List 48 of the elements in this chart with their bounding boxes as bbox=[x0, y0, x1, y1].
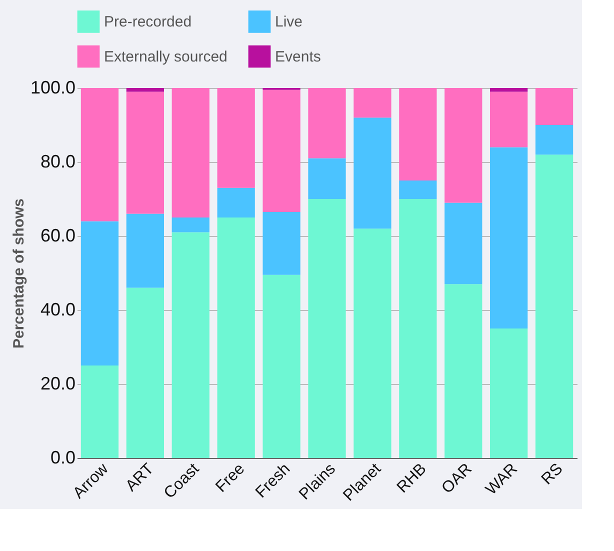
bar bbox=[308, 199, 346, 458]
legend-label: Pre-recorded bbox=[104, 14, 192, 31]
bar bbox=[217, 188, 255, 218]
y-axis-title: Percentage of shows bbox=[10, 198, 28, 349]
y-tick-label: 60.0 bbox=[40, 226, 76, 246]
bar bbox=[535, 154, 574, 458]
bar bbox=[535, 88, 574, 125]
bar bbox=[80, 221, 119, 366]
bar bbox=[444, 88, 482, 203]
bar bbox=[172, 218, 210, 232]
bar bbox=[399, 199, 437, 458]
bar bbox=[354, 118, 392, 229]
x-tick-label: Free bbox=[212, 460, 248, 496]
bar bbox=[399, 88, 437, 180]
y-tick-label: 100.0 bbox=[30, 78, 76, 98]
bar bbox=[535, 125, 574, 155]
bar bbox=[217, 88, 255, 188]
bar bbox=[490, 147, 528, 328]
bar bbox=[172, 232, 210, 458]
bar bbox=[262, 212, 300, 275]
legend-label: Events bbox=[275, 48, 321, 66]
y-tick-label: 40.0 bbox=[40, 300, 76, 320]
bar bbox=[354, 228, 392, 458]
bar bbox=[490, 92, 528, 148]
bar bbox=[80, 366, 119, 458]
bar bbox=[444, 284, 482, 458]
bar bbox=[172, 88, 210, 218]
y-tick-label: 80.0 bbox=[40, 152, 76, 172]
bar bbox=[308, 88, 346, 158]
bar bbox=[490, 328, 528, 458]
bar bbox=[126, 88, 164, 92]
legend-label: Live bbox=[275, 14, 303, 31]
legend-label: Externally sourced bbox=[104, 48, 228, 66]
bar bbox=[262, 274, 300, 458]
y-tick-label: 20.0 bbox=[40, 374, 76, 394]
bar bbox=[126, 214, 164, 288]
bar bbox=[354, 88, 392, 118]
bar bbox=[308, 158, 346, 199]
bar bbox=[126, 92, 164, 214]
bar bbox=[126, 288, 164, 458]
x-tick-label: RS bbox=[538, 460, 566, 488]
bar bbox=[262, 90, 300, 212]
bar bbox=[490, 88, 528, 92]
bar bbox=[444, 202, 482, 284]
bar bbox=[217, 218, 255, 458]
bar bbox=[399, 180, 437, 199]
y-tick-label: 0.0 bbox=[50, 448, 76, 468]
bar bbox=[80, 88, 119, 222]
